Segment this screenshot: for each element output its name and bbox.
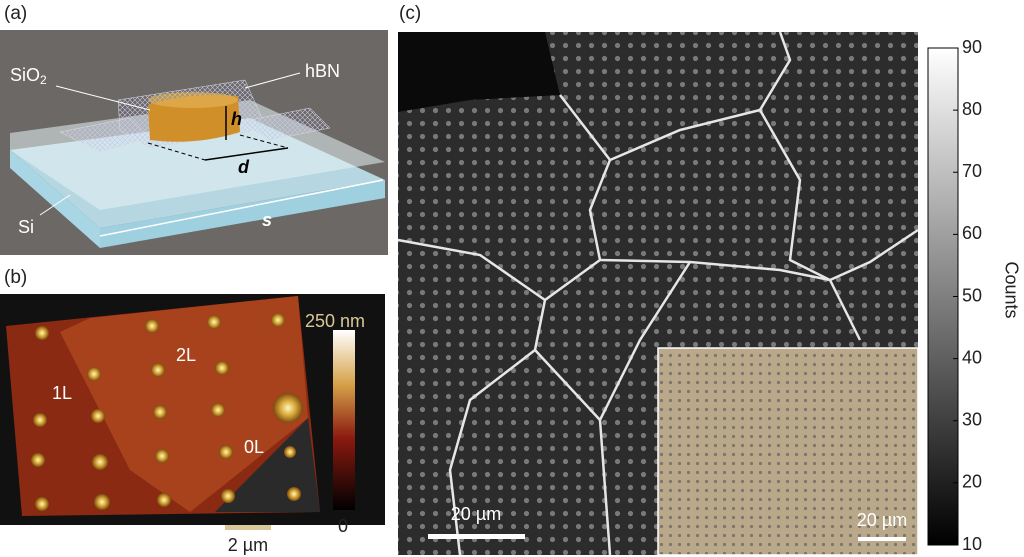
- layer-label: 2L: [176, 345, 196, 365]
- sio2-subscript: 2: [40, 73, 47, 87]
- colorbar-tick-label: 20: [962, 472, 982, 492]
- d-label: d: [238, 157, 250, 177]
- colorbar-ticks: 10 20 30 40 50 60 70 80 90: [953, 37, 982, 554]
- colorbar-tick-label: 60: [962, 223, 982, 243]
- h-label: h: [231, 109, 242, 129]
- sio2-label: SiO2: [10, 65, 47, 87]
- colorbar-tick-label: 10: [962, 534, 982, 554]
- panel-label: (b): [4, 267, 27, 288]
- colorbar-tick-label: 30: [962, 410, 982, 430]
- s-label: s: [262, 210, 272, 230]
- panel-label: (a): [4, 3, 27, 24]
- panel-c: [397, 31, 959, 556]
- panel-a: [0, 30, 388, 255]
- colorbar-tick-label: 80: [962, 99, 982, 119]
- colorbar-tick-label: 90: [962, 37, 982, 57]
- layer-label: 1L: [52, 383, 72, 403]
- hbn-label: hBN: [305, 61, 340, 81]
- colorbar-tick-label: 50: [962, 285, 982, 305]
- colorbar-min: 0: [338, 516, 348, 536]
- panel-b: [0, 294, 385, 530]
- panel-label: (c): [399, 3, 421, 24]
- layer-label: 0L: [244, 437, 264, 457]
- colorbar-title: Counts: [1001, 261, 1021, 318]
- colorbar-max: 250 nm: [305, 311, 365, 331]
- sio2-text: SiO: [10, 65, 40, 85]
- colorbar-tick-label: 40: [962, 347, 982, 367]
- inset-scale-bar-label: 20 µm: [857, 510, 907, 530]
- scale-bar-label: 20 µm: [451, 504, 501, 524]
- si-label: Si: [18, 217, 34, 237]
- colorbar-tick-label: 70: [962, 161, 982, 181]
- scale-bar-label: 2 µm: [228, 535, 268, 555]
